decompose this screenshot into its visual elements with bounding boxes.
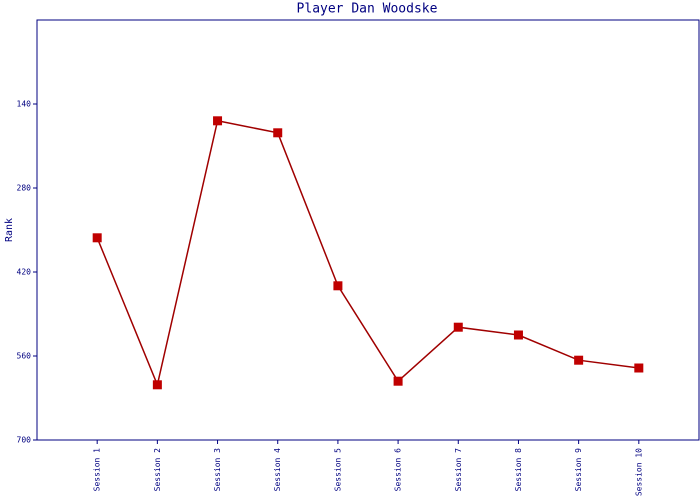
x-tick-label: Session 1	[93, 448, 102, 492]
y-tick-label: 420	[17, 268, 32, 277]
chart-title: Player Dan Woodske	[297, 2, 438, 17]
point-marker	[574, 355, 584, 365]
x-tick-label: Session 10	[634, 448, 643, 496]
x-tick-label: Session 7	[454, 448, 463, 492]
point-marker	[634, 363, 644, 373]
x-tick-label: Session 6	[394, 448, 403, 492]
x-tick-label: Session 9	[574, 448, 583, 492]
y-tick-label: 560	[17, 352, 32, 361]
point-marker	[333, 281, 343, 291]
point-marker	[273, 128, 283, 138]
point-marker	[213, 116, 223, 126]
y-tick-label: 140	[17, 100, 32, 109]
point-marker	[393, 376, 403, 386]
y-axis-label: Rank	[4, 218, 15, 242]
plot-frame	[36, 19, 700, 441]
y-tick-label: 280	[17, 184, 32, 193]
point-marker	[513, 330, 523, 340]
point-marker	[92, 233, 102, 243]
point-marker	[152, 380, 162, 390]
series-line	[96, 119, 639, 388]
x-tick-label: Session 5	[333, 448, 342, 492]
point-marker	[453, 322, 463, 332]
x-tick-label: Session 4	[273, 448, 282, 492]
y-tick-label: 700	[17, 436, 32, 445]
x-tick-label: Session 3	[213, 448, 222, 492]
x-tick-label: Session 2	[153, 448, 162, 492]
x-tick-label: Session 8	[514, 448, 523, 492]
